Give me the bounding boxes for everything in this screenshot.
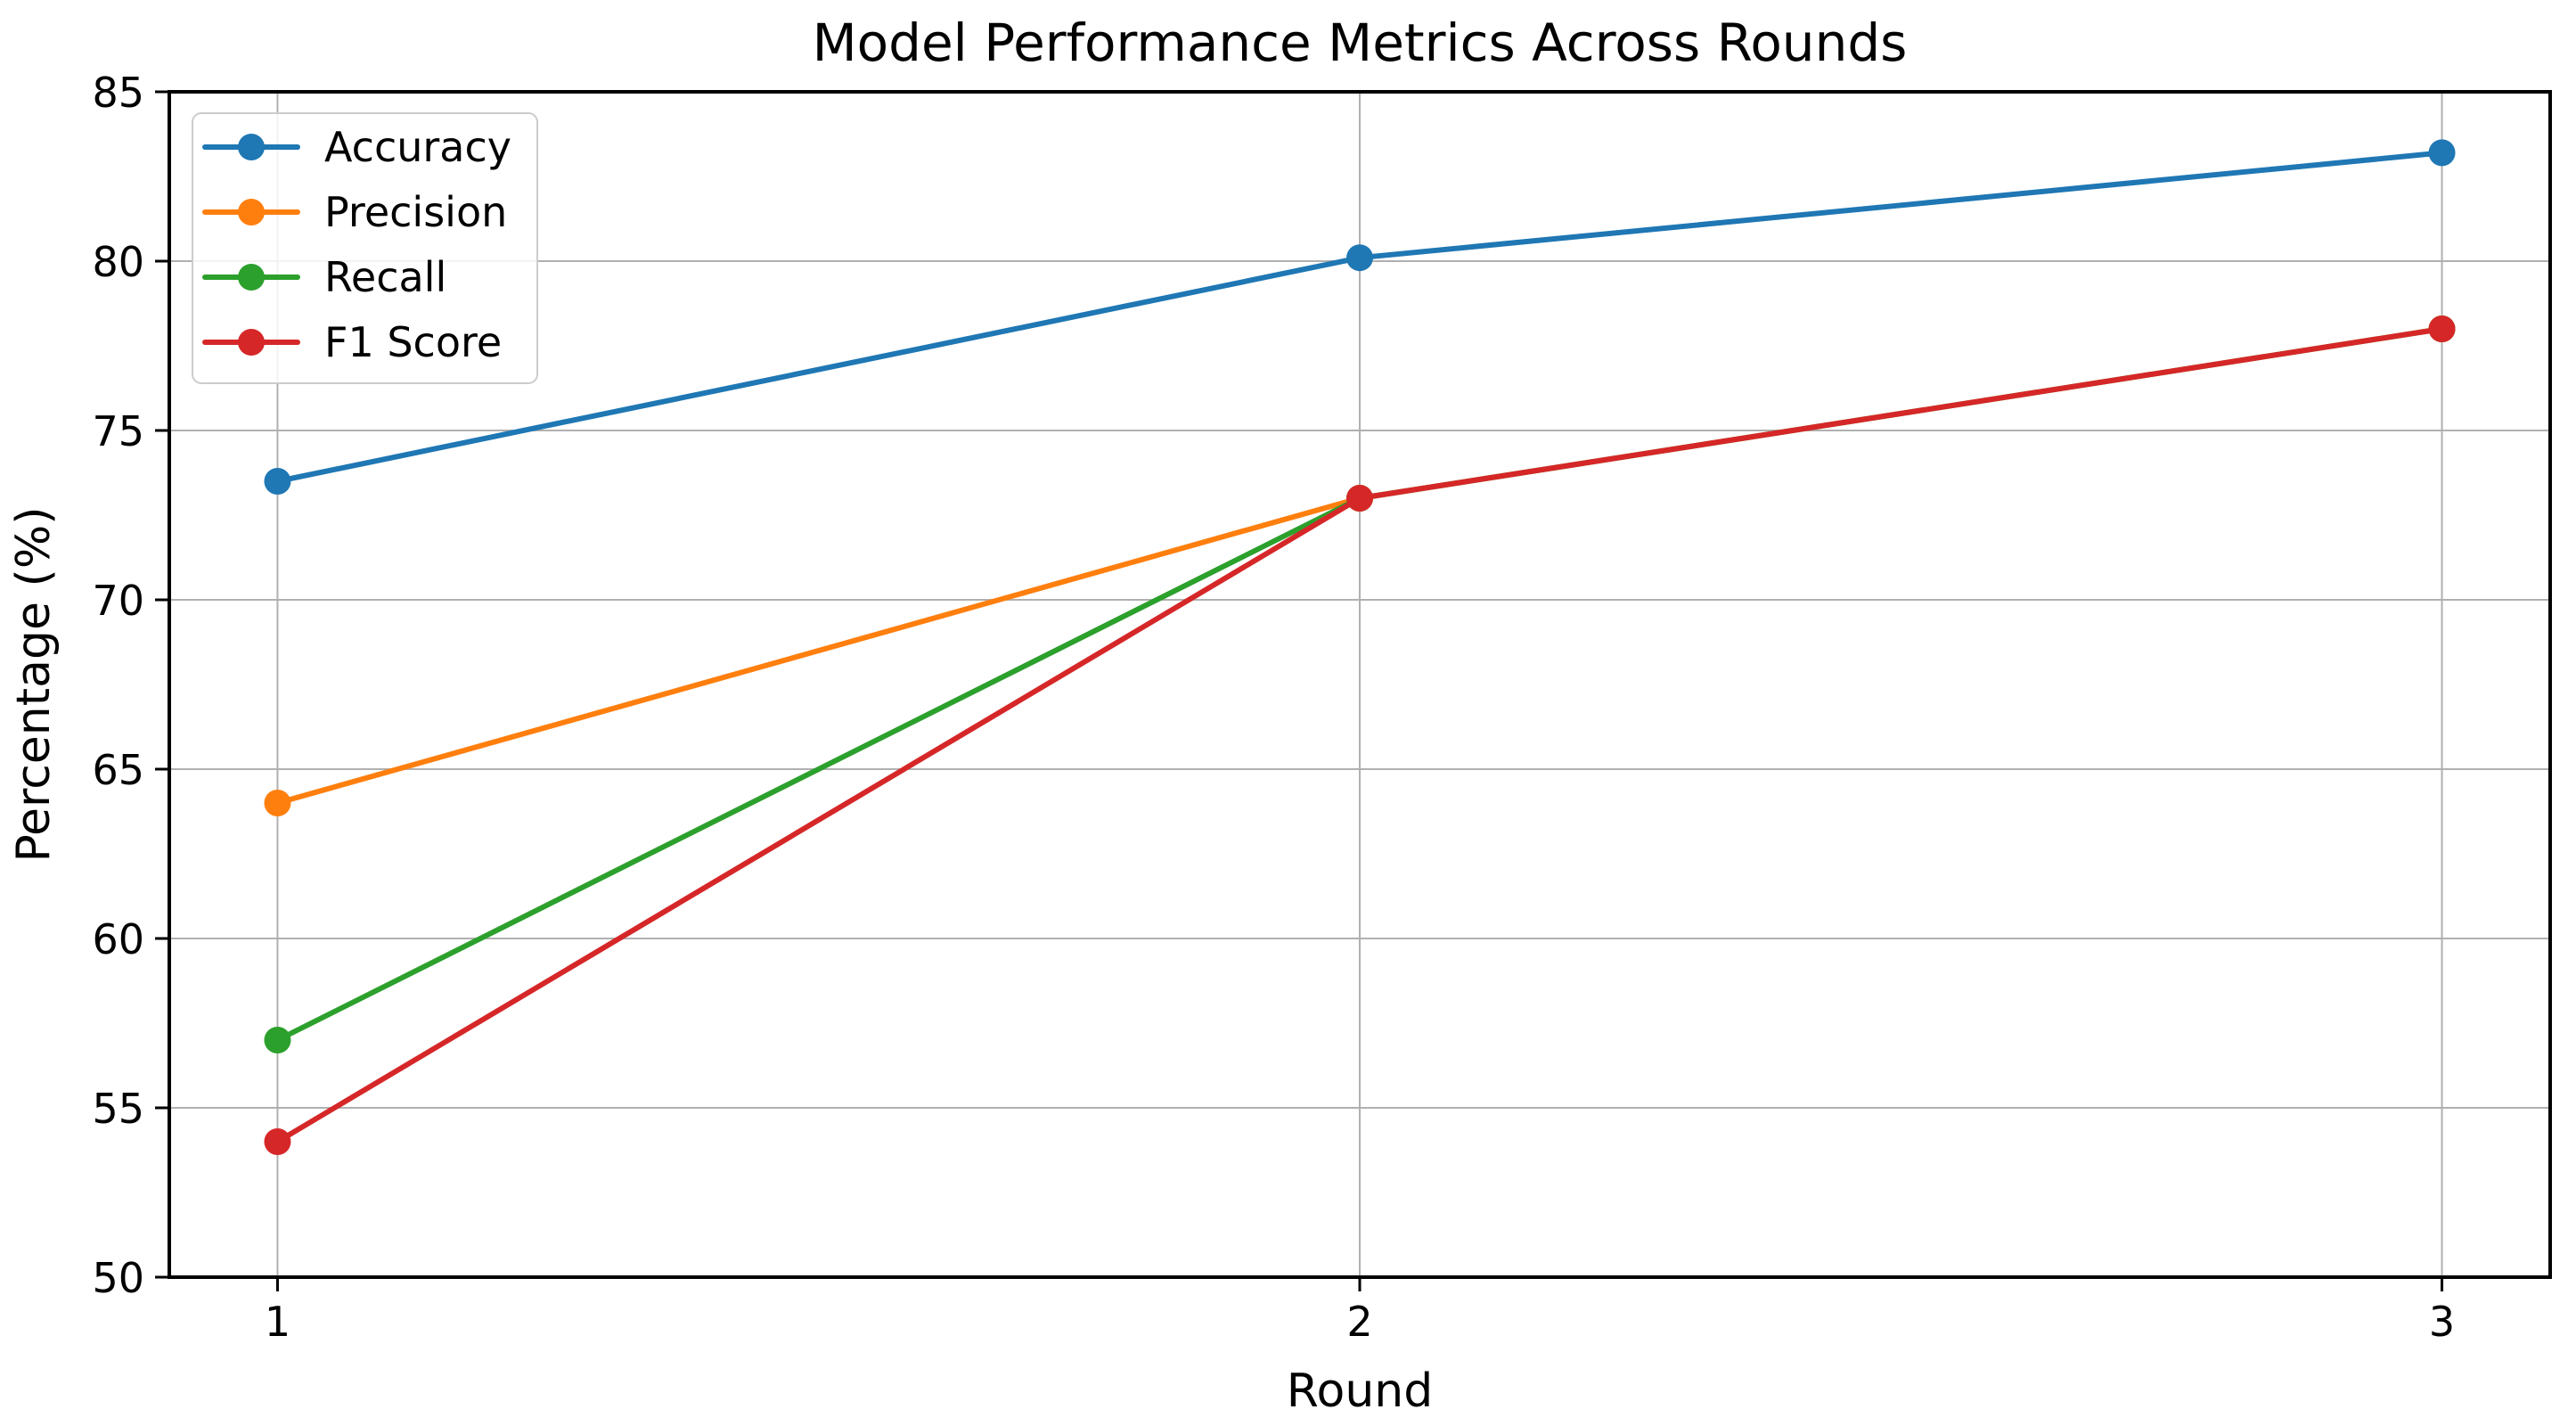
y-tick-label: 50 — [92, 1254, 144, 1302]
legend-label-recall: Recall — [324, 253, 446, 301]
legend-label-f1-score: F1 Score — [324, 318, 502, 366]
legend: Accuracy Precision Recall F1 Score — [192, 112, 538, 384]
legend-marker-f1-score — [238, 329, 265, 356]
data-point-precision — [264, 790, 291, 816]
data-point-recall — [264, 1027, 291, 1053]
data-point-accuracy — [2428, 139, 2456, 167]
legend-marker-recall — [238, 264, 265, 291]
y-tick-label: 80 — [92, 238, 144, 286]
legend-box — [192, 112, 538, 384]
x-axis-label: Round — [1287, 1365, 1434, 1418]
y-tick-label: 85 — [92, 69, 144, 117]
y-tick-label: 55 — [92, 1085, 144, 1133]
data-point-f1-score — [264, 1128, 291, 1155]
data-point-f1-score — [1346, 485, 1373, 512]
y-tick-label: 60 — [92, 915, 144, 963]
axes-layer: 50 55 60 65 70 75 80 85 1 2 3 — [92, 69, 2552, 1346]
plot-border — [168, 90, 2552, 1279]
series-layer — [264, 139, 2456, 1155]
legend-marker-precision — [238, 199, 265, 225]
y-tick-label: 75 — [92, 407, 144, 455]
grid-layer — [169, 91, 2550, 1278]
legend-label-accuracy: Accuracy — [324, 123, 511, 171]
data-point-f1-score — [2428, 316, 2456, 342]
legend-label-precision: Precision — [324, 188, 507, 236]
x-tick-label: 1 — [265, 1298, 290, 1346]
chart-title: Model Performance Metrics Across Rounds — [813, 12, 1908, 73]
y-tick-label: 70 — [92, 577, 144, 625]
x-tick-label: 2 — [1346, 1298, 1372, 1346]
data-point-accuracy — [264, 468, 291, 495]
x-tick-label: 3 — [2429, 1298, 2455, 1346]
data-point-accuracy — [1346, 244, 1373, 272]
y-tick-label: 65 — [92, 746, 144, 794]
y-axis-label: Percentage (%) — [7, 506, 61, 862]
legend-marker-accuracy — [238, 134, 265, 160]
